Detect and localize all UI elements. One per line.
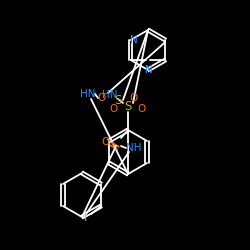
Text: N: N xyxy=(145,65,153,75)
Text: O: O xyxy=(138,104,146,114)
Text: S: S xyxy=(114,94,122,106)
Text: O: O xyxy=(110,104,118,114)
Text: S: S xyxy=(124,100,132,114)
Text: O: O xyxy=(130,93,138,103)
Text: N: N xyxy=(130,35,138,45)
Text: O: O xyxy=(98,93,106,103)
Text: HN: HN xyxy=(80,89,96,99)
Text: I: I xyxy=(84,213,87,223)
Text: HN: HN xyxy=(102,90,118,100)
Text: NH: NH xyxy=(126,143,142,153)
Text: O: O xyxy=(102,137,110,147)
